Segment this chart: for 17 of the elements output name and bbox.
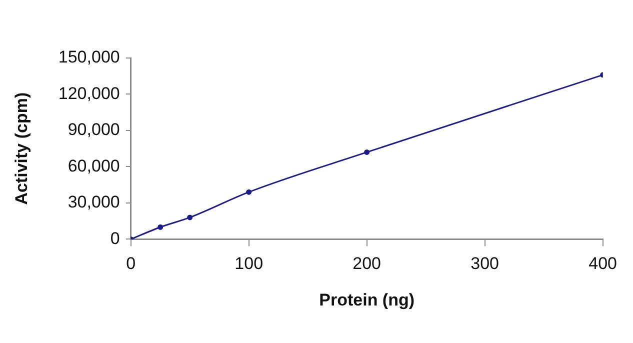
x-tick-label: 100	[234, 254, 264, 274]
point	[158, 224, 164, 230]
x-tick-label: 400	[588, 254, 618, 274]
x-axis-title: Protein (ng)	[319, 290, 415, 310]
y-tick-label: 30,000	[68, 192, 120, 212]
y-tick-label: 120,000	[58, 84, 120, 103]
x-tick-label: 0	[126, 254, 136, 274]
y-tick-label: 90,000	[68, 120, 120, 140]
point	[187, 214, 193, 220]
point	[364, 149, 370, 155]
y-tick-label: 60,000	[68, 156, 120, 176]
x-tick-label: 300	[470, 254, 500, 274]
x-tick-label: 200	[352, 254, 382, 274]
y-axis-title: Activity (cpm)	[12, 92, 31, 205]
point	[246, 189, 252, 195]
y-tick-label: 150,000	[58, 48, 120, 67]
y-tick-label: 0	[110, 228, 120, 248]
